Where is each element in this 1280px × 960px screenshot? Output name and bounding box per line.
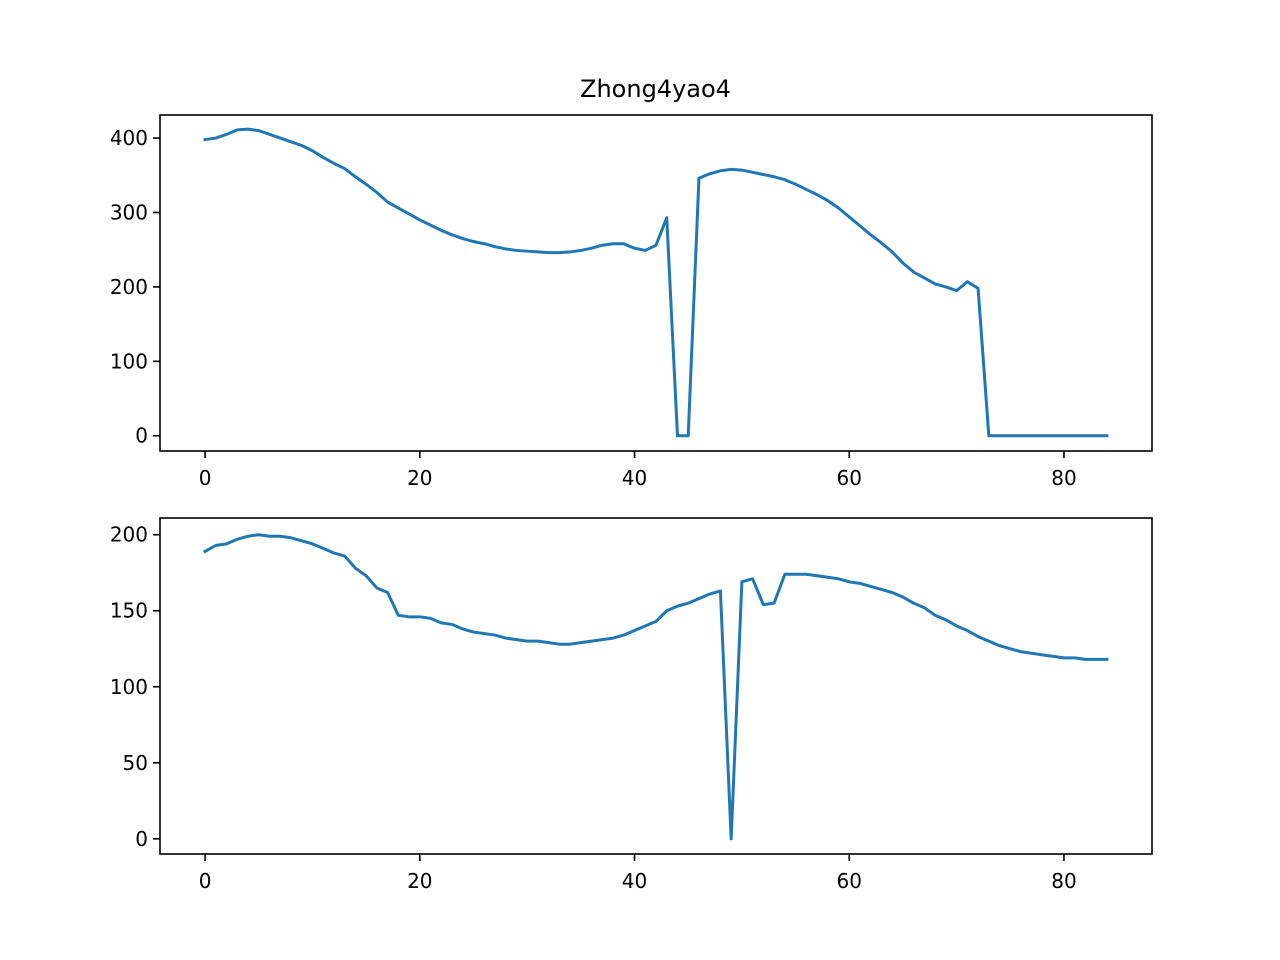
top-panel: 0 20 40 60 80 0 100 200 300 400 <box>110 114 1153 490</box>
y-tick-label: 400 <box>110 126 148 150</box>
y-tick-label: 100 <box>110 349 148 373</box>
y-tick-label: 0 <box>135 424 148 448</box>
y-tick-label: 300 <box>110 200 148 224</box>
y-tick-label: 150 <box>110 599 148 623</box>
x-tick-label: 60 <box>837 466 862 490</box>
series-line-0 <box>203 533 1109 841</box>
x-tick-label: 20 <box>407 466 432 490</box>
x-tick-label: 0 <box>199 466 212 490</box>
axes-frame <box>159 114 1153 452</box>
x-tick-label: 60 <box>837 869 862 893</box>
y-tick-label: 100 <box>110 675 148 699</box>
y-tick-label: 50 <box>123 751 148 775</box>
chart-title: Zhong4yao4 <box>580 75 731 103</box>
x-tick-label: 0 <box>199 869 212 893</box>
y-tick-label: 0 <box>135 827 148 851</box>
bottom-panel: 0 20 40 60 80 0 50 100 150 200 <box>110 517 1153 893</box>
y-tick-label: 200 <box>110 275 148 299</box>
x-tick-label: 80 <box>1051 466 1076 490</box>
x-tick-label: 40 <box>622 869 647 893</box>
x-tick-label: 80 <box>1051 869 1076 893</box>
x-tick-label: 40 <box>622 466 647 490</box>
series-line-0 <box>203 127 1109 438</box>
x-tick-label: 20 <box>407 869 432 893</box>
y-tick-label: 200 <box>110 523 148 547</box>
